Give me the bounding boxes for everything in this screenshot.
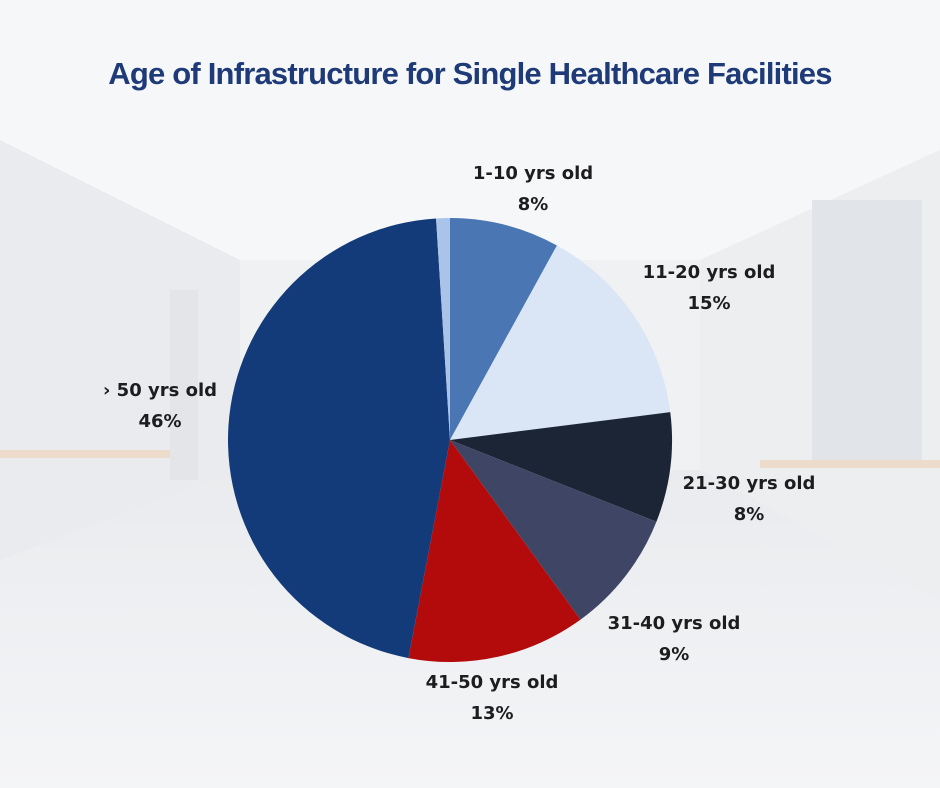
slice-percent-label: 46% [138,411,181,432]
pie-slice-41-50-yrs-old [408,440,581,662]
pie-slice-1-10-yrs-old [450,218,557,440]
pie-slice-21-30-yrs-old [450,412,672,522]
pie-slice-11-20-yrs-old [450,245,671,440]
slice-label: 21-30 yrs old [683,473,816,494]
pie-slice-31-40-yrs-old [450,440,657,620]
chart-title: Age of Infrastructure for Single Healthc… [108,56,832,91]
slice-label: › 50 yrs old [103,380,217,401]
pie-slice-50-yrs-old [228,218,450,659]
slice-label: 31-40 yrs old [608,613,741,634]
slice-percent-label: 8% [734,504,765,525]
slice-percent-label: 15% [687,293,730,314]
slice-percent-label: 13% [470,703,513,724]
slice-percent-label: 9% [659,644,690,665]
pie-slice-unlabeled [436,218,450,440]
slice-label: 41-50 yrs old [426,672,559,693]
slice-percent-label: 8% [518,194,549,215]
slice-label: 1-10 yrs old [473,163,593,184]
slice-label: 11-20 yrs old [643,262,776,283]
